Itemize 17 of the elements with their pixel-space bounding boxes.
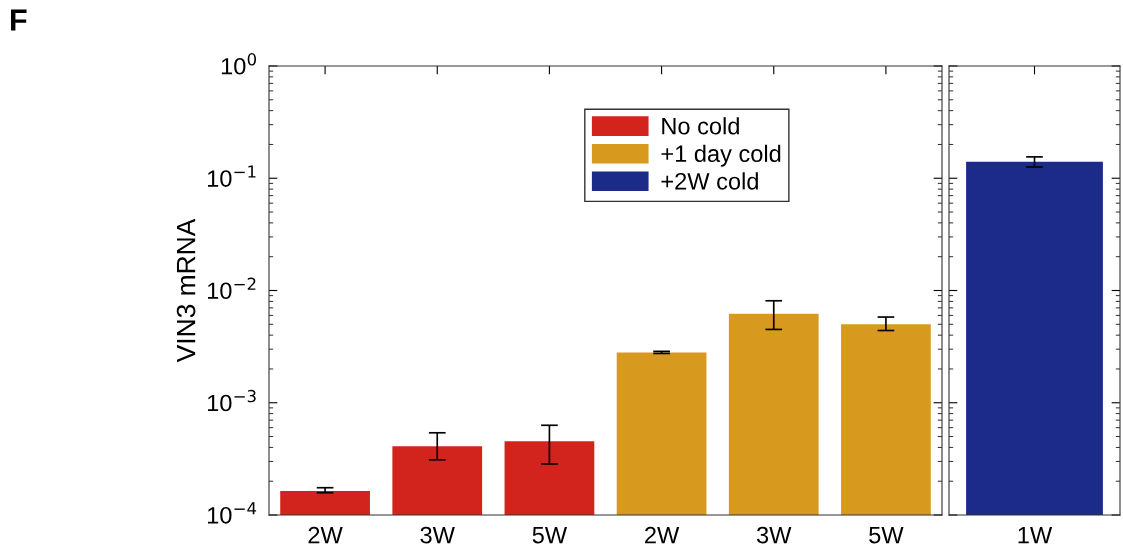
legend-label: +2W cold bbox=[661, 172, 758, 190]
y-tick-label: 10$^{−4}$ bbox=[207, 502, 257, 524]
y-tick-label: 10$^{0}$ bbox=[221, 53, 257, 75]
x-tick-label: 1W bbox=[1018, 526, 1053, 544]
x-tick-label: 5W bbox=[532, 526, 568, 544]
x-tick-label: 2W bbox=[308, 526, 343, 544]
y-tick-label: 10$^{−1}$ bbox=[207, 165, 256, 187]
x-tick-label: 2W bbox=[645, 526, 680, 544]
x-tick-label: 3W bbox=[420, 526, 455, 544]
legend-label: +1 day cold bbox=[661, 144, 781, 167]
x-tick-label: 5W bbox=[869, 526, 904, 544]
legend-label: No cold bbox=[662, 117, 739, 135]
y-tick-label: 10$^{−2}$ bbox=[207, 277, 256, 300]
text: F bbox=[11, 9, 27, 31]
x-tick-label: 3W bbox=[756, 526, 792, 544]
y-tick-label: 10$^{−3}$ bbox=[207, 389, 256, 412]
y-axis-title: VIN3 mRNA bbox=[176, 218, 196, 363]
